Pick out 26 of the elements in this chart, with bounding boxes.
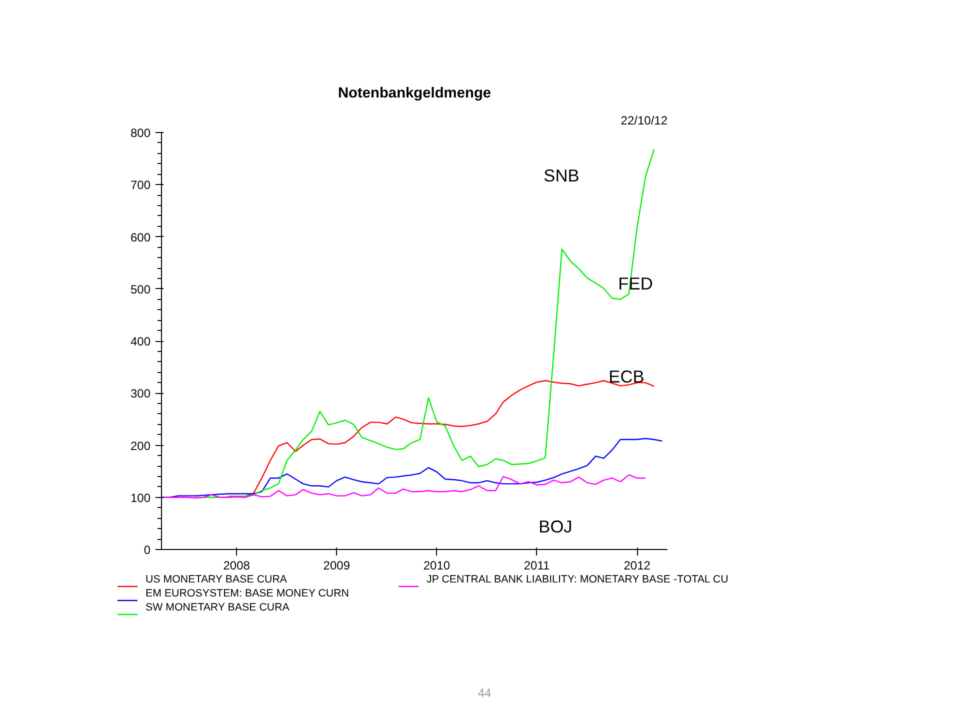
y-tick-label: 300	[130, 386, 151, 401]
x-tick-label: 2011	[524, 558, 550, 572]
legend-label: SW MONETARY BASE CURA	[146, 602, 290, 614]
line-series	[194, 148, 655, 498]
y-tick-label: 0	[144, 543, 151, 557]
y-tick-label: 700	[130, 178, 151, 192]
annotation: SNB	[544, 166, 580, 186]
legend-label: EM EUROSYSTEM: BASE MONEY CURN	[146, 588, 349, 600]
y-tick-label: 600	[130, 230, 151, 244]
line-series	[162, 474, 646, 498]
y-tick-label: 200	[130, 438, 151, 453]
annotation: BOJ	[538, 516, 572, 536]
chart-subtitle: 22/10/12	[620, 114, 668, 128]
text: 44	[478, 686, 492, 700]
x-tick-label: 2008	[223, 558, 250, 572]
x-tick-label: 2010	[423, 558, 450, 572]
x-tick-label: 2012	[624, 558, 651, 572]
y-tick-label: 800	[130, 126, 151, 140]
y-tick-label: 500	[130, 282, 151, 296]
x-tick-label: 2009	[323, 558, 350, 572]
legend-label: US MONETARY BASE CURA	[146, 574, 288, 586]
y-tick-label: 400	[130, 334, 151, 348]
legend-label: JP CENTRAL BANK LIABILITY: MONETARY BASE -TOTAL CU	[426, 574, 728, 586]
annotation: ECB	[608, 366, 644, 386]
y-tick-label: 100	[130, 490, 151, 505]
chart-title: Notenbankgeldmenge	[338, 86, 492, 102]
